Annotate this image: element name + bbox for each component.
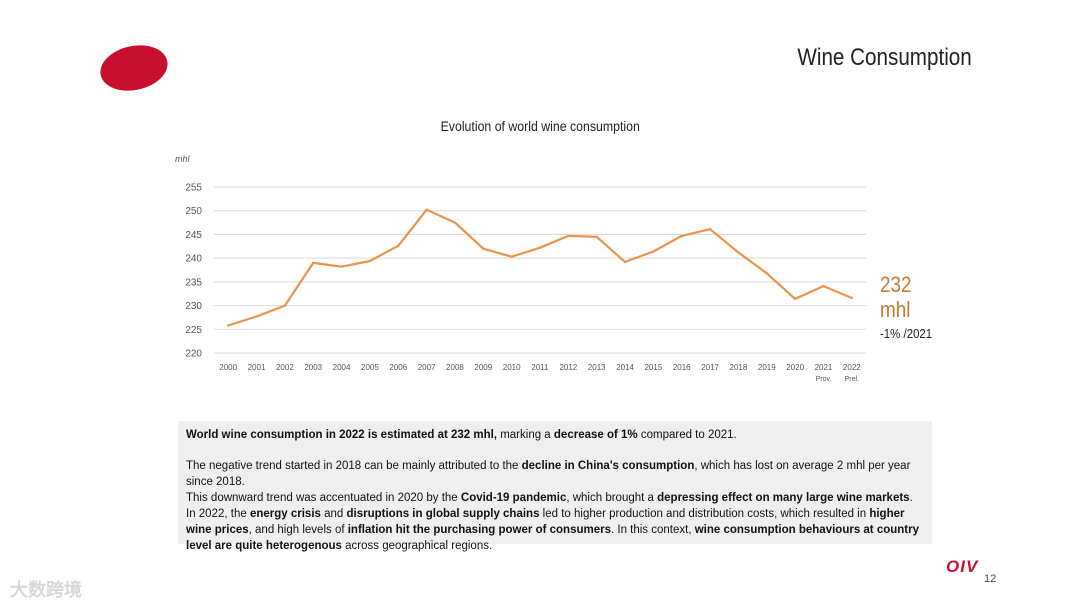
y-tick-label-230: 230 [185,301,202,312]
consumption-callout: 232 mhl -1% /2021 [880,272,939,341]
y-tick-label-225: 225 [185,325,202,336]
data-point-2018 [737,251,740,254]
line-chart: mhl 220 225 230 235 240 245 250 255 2000 2001 2002 2… [175,154,866,383]
y-tick-label-255: 255 [185,183,202,194]
data-point-2003 [312,261,315,265]
description-paragraph-4: In 2022, the energy crisis and disruptio… [186,508,919,552]
watermark-text: 大数跨境 [10,580,82,600]
data-point-2001 [255,315,258,318]
x-tick-label-2007: 2007 [418,363,436,372]
data-point-2010 [510,255,513,258]
data-point-2022 [850,296,854,300]
x-tick-label-2011: 2011 [531,363,549,372]
x-tick-label-2017: 2017 [701,363,719,372]
data-point-2009 [482,247,485,250]
x-tick-label-2013: 2013 [588,363,606,372]
x-tick-label-2010: 2010 [503,363,521,372]
data-point-2016 [680,234,683,238]
description-paragraph-1: World wine consumption in 2022 is estima… [186,429,737,441]
x-tick-sublabel-2022: Prel. [845,376,859,383]
x-tick-label-2016: 2016 [673,363,691,372]
x-tick-label-2014: 2014 [616,363,634,372]
y-tick-label-220: 220 [185,349,202,360]
x-tick-label-2015: 2015 [644,363,662,372]
x-tick-label-2020: 2020 [786,363,804,372]
x-tick-label-2003: 2003 [304,363,322,372]
x-tick-label-2009: 2009 [474,363,492,372]
x-tick-label-2006: 2006 [389,363,407,372]
y-tick-label-240: 240 [185,254,202,265]
slide-title: Wine Consumption [797,44,972,71]
data-point-2014 [623,260,627,264]
data-point-2019 [765,272,768,275]
y-tick-label-235: 235 [185,277,202,288]
x-tick-label-2022: 2022 [843,363,861,372]
x-tick-sublabel-2021: Prov. [816,376,832,383]
y-axis-unit-label: mhl [175,154,191,164]
x-tick-label-2012: 2012 [559,363,577,372]
data-point-2020 [793,297,797,301]
data-point-2017 [708,228,712,231]
x-tick-label-2008: 2008 [446,363,464,372]
page-number: 12 [984,573,997,585]
data-point-2006 [397,244,400,248]
data-point-2021 [822,284,825,288]
x-tick-label-2021: 2021 [815,363,833,372]
description-box: World wine consumption in 2022 is estima… [178,421,932,552]
description-paragraph-3: This downward trend was accentuated in 2… [186,492,913,504]
y-tick-label-250: 250 [185,206,202,217]
data-point-2012 [567,234,570,238]
data-point-2000 [226,324,230,327]
x-tick-label-2000: 2000 [219,363,237,372]
data-point-2008 [453,221,457,224]
data-point-2002 [283,304,287,307]
x-tick-label-2004: 2004 [333,363,351,372]
data-point-2007 [425,208,428,211]
data-point-2011 [538,246,542,249]
data-point-2005 [368,259,372,263]
oiv-logo: OIV [946,557,979,576]
callout-unit: mhl [880,297,911,322]
callout-value: 232 [880,272,912,297]
callout-change: -1% /2021 [880,326,933,341]
chart-title-text: Evolution of world wine consumption [440,118,640,134]
data-point-2013 [595,235,598,238]
data-point-2004 [340,265,343,268]
x-tick-label-2001: 2001 [248,363,266,372]
data-point-2015 [652,250,655,253]
series-line-0 [227,208,853,327]
chart-title: Evolution of world wine consumption [0,118,1080,134]
x-tick-label-2005: 2005 [361,363,379,372]
x-tick-label-2019: 2019 [758,363,776,372]
x-tick-label-2002: 2002 [276,363,294,372]
x-tick-label-2018: 2018 [730,363,748,372]
y-tick-label-245: 245 [185,230,202,241]
description-paragraph-2: The negative trend started in 2018 can b… [186,460,911,488]
